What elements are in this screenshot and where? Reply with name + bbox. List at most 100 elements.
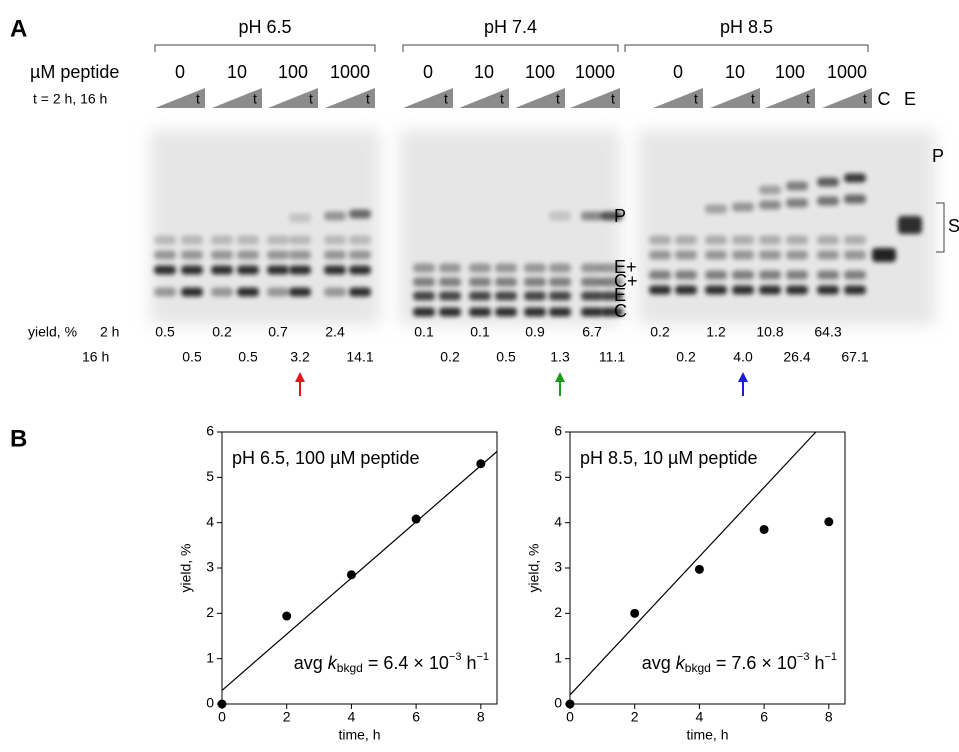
band-label: P: [614, 206, 626, 226]
time-triangle: [268, 88, 318, 108]
gel-band: [601, 211, 623, 221]
gel-band: [413, 263, 435, 273]
gel-band: [524, 263, 546, 273]
annotation-part: avg: [294, 653, 328, 673]
yield-2h: 0.9: [525, 324, 545, 340]
gel-band: [349, 250, 371, 260]
gel-band: [211, 287, 233, 297]
bracket: [402, 44, 619, 52]
gel-band: [817, 235, 839, 245]
gel-band: [237, 287, 259, 297]
yield-2h: 0.1: [414, 324, 434, 340]
annotation-part: bkgd: [337, 661, 363, 675]
x-axis-label: time, h: [338, 727, 380, 743]
x-axis-label: time, h: [686, 727, 728, 743]
yield-16h: 0.2: [676, 349, 696, 365]
fit-line: [221, 451, 498, 691]
gel-band: [495, 263, 517, 273]
time-triangle: [710, 88, 760, 108]
time-triangle: [822, 88, 872, 108]
triangle-label: t: [556, 91, 560, 107]
gel-band: [469, 291, 491, 301]
ph-label: pH 7.4: [484, 17, 537, 37]
gel-band: [413, 307, 435, 317]
gel-band: [786, 235, 808, 245]
ph-label: pH 8.5: [720, 17, 773, 37]
triangle-label: t: [253, 91, 257, 107]
gel-band: [705, 204, 727, 214]
concentration: 100: [775, 62, 805, 82]
data-point: [759, 524, 769, 534]
gel-band: [649, 285, 671, 295]
gel-band: [154, 250, 176, 260]
gel-band: [524, 291, 546, 301]
y-axis-label: yield, %: [526, 543, 542, 592]
triangle-label: t: [806, 91, 810, 107]
concentration: 100: [278, 62, 308, 82]
annotation-part: = 7.6 × 10: [711, 653, 797, 673]
row-label: t = 2 h, 16 h: [33, 91, 107, 107]
y-tick-label: 0: [206, 695, 214, 711]
gel-band: [601, 277, 623, 287]
gel-band: [601, 291, 623, 301]
triangle-label: t: [863, 91, 867, 107]
arrow-head: [555, 372, 565, 382]
triangle-label: t: [611, 91, 615, 107]
x-tick-label: 0: [566, 709, 574, 725]
gel-band: [601, 307, 623, 317]
gel-band: [844, 285, 866, 295]
gel-band: [289, 265, 311, 275]
annotation-part: −1: [824, 651, 837, 663]
gel-band: [237, 235, 259, 245]
yield-2h: 6.7: [582, 324, 602, 340]
gel-band: [675, 235, 697, 245]
gel-band: [237, 250, 259, 260]
y-tick-label: 5: [554, 468, 562, 484]
gel-band: [786, 181, 808, 191]
gel-band: [154, 235, 176, 245]
gel-band: [439, 277, 461, 287]
gel-band: [817, 196, 839, 206]
gel-band: [549, 307, 571, 317]
gel-band: [759, 185, 781, 195]
gel-band: [469, 263, 491, 273]
row-label: 2 h: [100, 324, 119, 340]
gel-band: [786, 198, 808, 208]
triangle-label: t: [694, 91, 698, 107]
x-tick-label: 0: [218, 709, 226, 725]
band-label: P: [932, 146, 944, 166]
annotation-part: k: [328, 653, 338, 673]
chart-label: pH 6.5, 100 µM peptide: [232, 448, 420, 468]
gel-band: [413, 277, 435, 287]
annotation-part: h: [809, 653, 824, 673]
gel-band: [844, 270, 866, 280]
gel-band: [349, 235, 371, 245]
gel-band: [759, 285, 781, 295]
yield-16h: 4.0: [733, 349, 753, 365]
gel-band: [211, 235, 233, 245]
gel-band: [786, 250, 808, 260]
gel-band: [211, 265, 233, 275]
annotation-part: = 6.4 × 10: [363, 653, 449, 673]
gel-band: [324, 211, 346, 221]
bracket: [154, 44, 376, 52]
gel-band: [601, 263, 623, 273]
x-tick-label: 4: [696, 709, 704, 725]
concentration: 10: [474, 62, 494, 82]
time-triangle: [212, 88, 262, 108]
gel-band: [267, 265, 289, 275]
concentration: 10: [725, 62, 745, 82]
annotation-part: avg: [642, 653, 676, 673]
yield-16h: 0.5: [238, 349, 258, 365]
yield-2h: 0.1: [470, 324, 490, 340]
concentration: 1000: [827, 62, 867, 82]
annotation-part: bkgd: [685, 661, 711, 675]
y-tick-label: 5: [206, 468, 214, 484]
annotation-part: −3: [449, 651, 462, 663]
band-label: E: [614, 285, 626, 305]
triangle-label: t: [444, 91, 448, 107]
x-tick-label: 2: [631, 709, 639, 725]
gel-band: [524, 307, 546, 317]
yield-16h: 0.5: [496, 349, 516, 365]
gel-band: [549, 291, 571, 301]
